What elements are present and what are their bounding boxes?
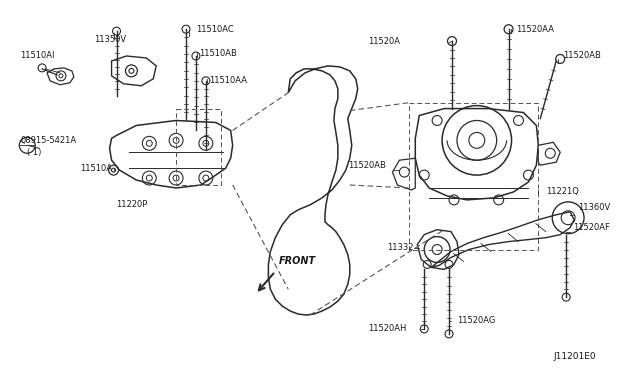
Text: 11510AA: 11510AA bbox=[209, 76, 247, 85]
Text: 11520AB: 11520AB bbox=[563, 51, 601, 61]
Text: 08915-5421A: 08915-5421A bbox=[20, 136, 76, 145]
Text: ( 1): ( 1) bbox=[28, 148, 42, 157]
Text: 11221Q: 11221Q bbox=[547, 187, 579, 196]
Text: 11332: 11332 bbox=[387, 243, 414, 252]
Text: FRONT: FRONT bbox=[278, 256, 316, 266]
Text: J11201E0: J11201E0 bbox=[553, 352, 596, 361]
Text: 11510AB: 11510AB bbox=[199, 48, 237, 58]
Text: 11510AC: 11510AC bbox=[196, 25, 234, 34]
Text: 11510A: 11510A bbox=[80, 164, 112, 173]
Text: 11520AA: 11520AA bbox=[516, 25, 554, 34]
Text: 11520AH: 11520AH bbox=[367, 324, 406, 333]
Text: 11520AB: 11520AB bbox=[348, 161, 386, 170]
Text: 11220P: 11220P bbox=[116, 201, 148, 209]
Text: 11520A: 11520A bbox=[367, 36, 399, 46]
Text: 11520AG: 11520AG bbox=[457, 317, 495, 326]
Text: 11360V: 11360V bbox=[578, 203, 611, 212]
Text: 11350V: 11350V bbox=[93, 35, 126, 44]
Text: 11520AF: 11520AF bbox=[573, 223, 610, 232]
Text: 11510AI: 11510AI bbox=[20, 51, 55, 61]
